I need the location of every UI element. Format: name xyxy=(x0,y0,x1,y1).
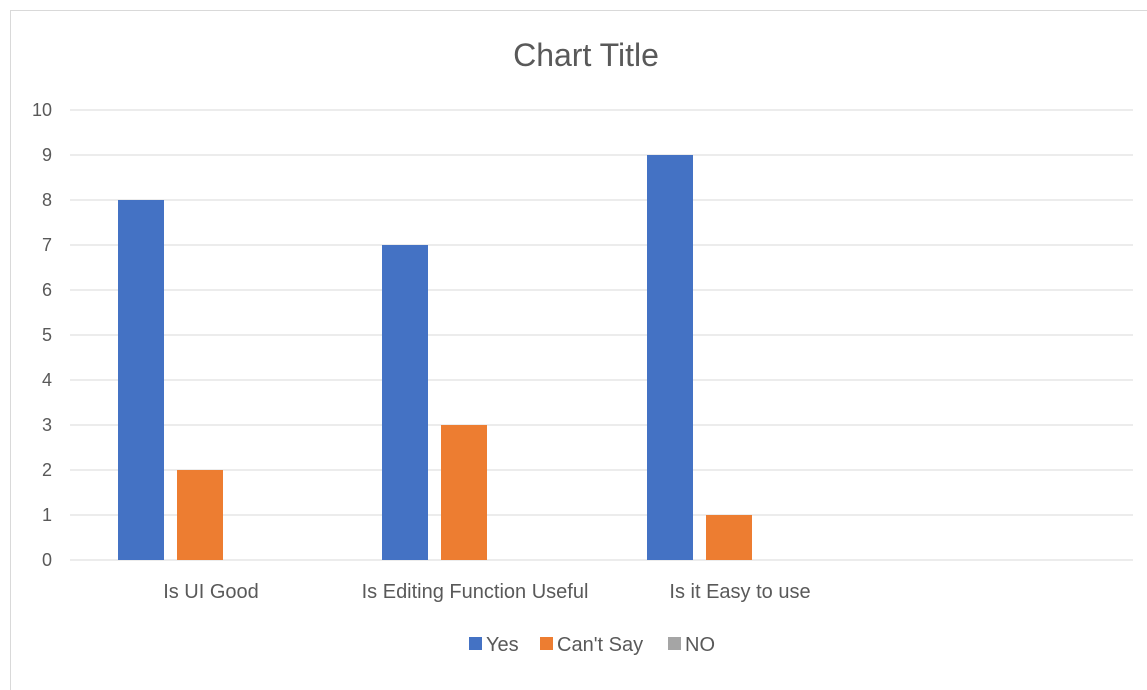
bar-yes-3 xyxy=(647,155,693,560)
legend-swatch xyxy=(668,637,681,650)
y-tick-label: 1 xyxy=(42,505,52,525)
y-tick-label: 4 xyxy=(42,370,52,390)
y-tick-label: 5 xyxy=(42,325,52,345)
bar-yes-2 xyxy=(382,245,428,560)
bar-can-t-say-1 xyxy=(177,470,223,560)
y-axis-tick-labels: 0 1 2 3 4 5 6 7 8 9 10 xyxy=(32,100,52,570)
legend-label: Yes xyxy=(486,634,519,656)
legend-swatch xyxy=(540,637,553,650)
x-tick-label: Is it Easy to use xyxy=(669,581,810,603)
gridlines xyxy=(70,109,1133,561)
bar-can-t-say-3 xyxy=(706,515,752,560)
legend-swatch xyxy=(469,637,482,650)
y-tick-label: 10 xyxy=(32,100,52,120)
y-tick-label: 2 xyxy=(42,460,52,480)
legend-label: Can't Say xyxy=(557,634,643,656)
x-tick-label: Is UI Good xyxy=(163,581,259,603)
bar-can-t-say-2 xyxy=(441,425,487,560)
bar-chart: Chart Title 0 1 2 3 4 5 6 7 8 9 10 Is UI Good Is Ed… xyxy=(32,37,1133,656)
y-tick-label: 6 xyxy=(42,280,52,300)
x-tick-label: Is Editing Function Useful xyxy=(362,581,589,603)
legend-label: NO xyxy=(685,634,715,656)
chart-title: Chart Title xyxy=(513,37,659,73)
legend: Yes Can't Say NO xyxy=(469,634,715,656)
bars xyxy=(118,155,752,560)
x-axis-tick-labels: Is UI Good Is Editing Function Useful Is i… xyxy=(163,581,810,603)
y-tick-label: 0 xyxy=(42,550,52,570)
y-tick-label: 8 xyxy=(42,190,52,210)
y-tick-label: 7 xyxy=(42,235,52,255)
y-tick-label: 3 xyxy=(42,415,52,435)
bar-yes-1 xyxy=(118,200,164,560)
y-tick-label: 9 xyxy=(42,145,52,165)
chart-frame xyxy=(10,10,1147,690)
